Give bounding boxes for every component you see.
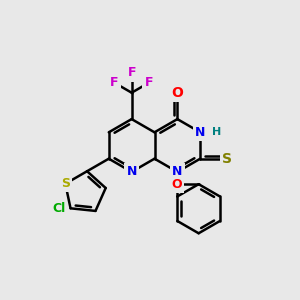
Text: N: N [126, 165, 137, 178]
Text: H: H [212, 127, 221, 137]
Text: O: O [171, 178, 182, 191]
Text: F: F [128, 66, 136, 80]
Text: F: F [145, 76, 153, 89]
Text: S: S [222, 152, 232, 166]
Text: S: S [61, 177, 70, 190]
Text: O: O [171, 86, 183, 100]
Text: Cl: Cl [52, 202, 65, 215]
Text: N: N [195, 126, 206, 139]
Text: N: N [172, 165, 183, 178]
Text: F: F [110, 76, 119, 89]
